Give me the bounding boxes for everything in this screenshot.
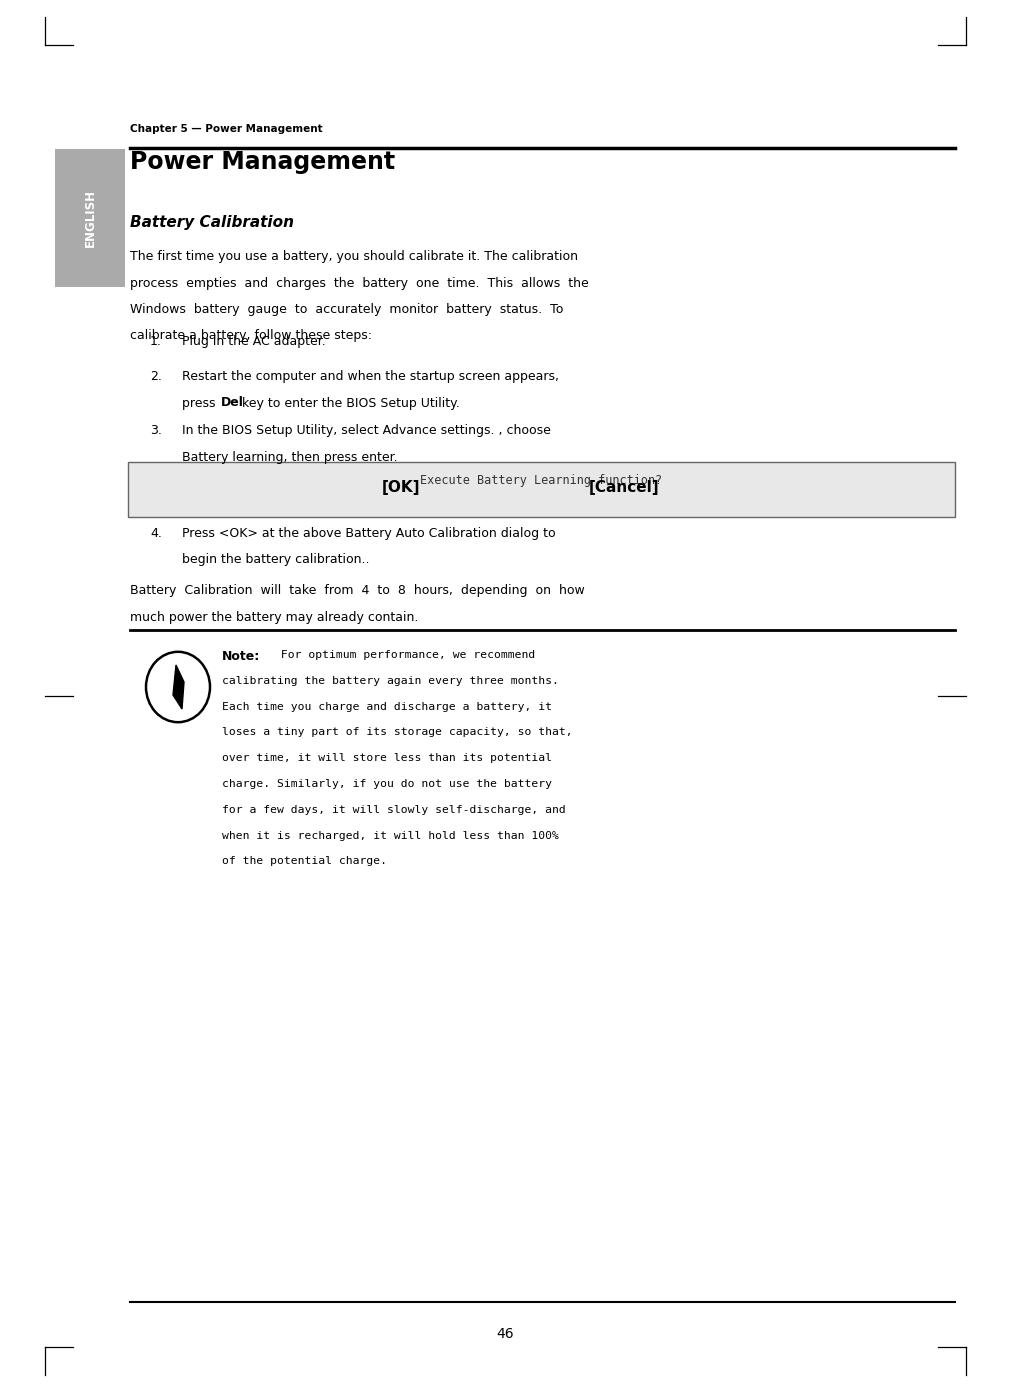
- Text: Battery learning, then press enter.: Battery learning, then press enter.: [182, 451, 397, 464]
- Text: begin the battery calibration..: begin the battery calibration..: [182, 554, 369, 567]
- Text: loses a tiny part of its storage capacity, so that,: loses a tiny part of its storage capacit…: [222, 728, 572, 738]
- Text: In the BIOS Setup Utility, select Advance settings. , choose: In the BIOS Setup Utility, select Advanc…: [182, 425, 551, 437]
- Text: Windows  battery  gauge  to  accurately  monitor  battery  status.  To: Windows battery gauge to accurately moni…: [130, 303, 563, 316]
- Text: 46: 46: [496, 1327, 515, 1340]
- Text: for a few days, it will slowly self-discharge, and: for a few days, it will slowly self-disc…: [222, 805, 566, 814]
- Text: [Cancel]: [Cancel]: [588, 480, 659, 496]
- Text: 4.: 4.: [150, 528, 162, 540]
- Text: key to enter the BIOS Setup Utility.: key to enter the BIOS Setup Utility.: [238, 397, 459, 409]
- Text: process  empties  and  charges  the  battery  one  time.  This  allows  the: process empties and charges the battery …: [130, 277, 588, 290]
- Text: Execute Battery Learning function?: Execute Battery Learning function?: [421, 475, 662, 487]
- Text: Battery Calibration: Battery Calibration: [130, 214, 294, 230]
- Text: Each time you charge and discharge a battery, it: Each time you charge and discharge a bat…: [222, 702, 552, 711]
- FancyBboxPatch shape: [128, 462, 955, 516]
- Text: Power Management: Power Management: [130, 150, 395, 174]
- Text: when it is recharged, it will hold less than 100%: when it is recharged, it will hold less …: [222, 831, 559, 841]
- Text: much power the battery may already contain.: much power the battery may already conta…: [130, 611, 419, 624]
- Text: 1.: 1.: [150, 335, 162, 348]
- Text: 3.: 3.: [150, 425, 162, 437]
- FancyBboxPatch shape: [55, 149, 125, 287]
- Text: over time, it will store less than its potential: over time, it will store less than its p…: [222, 753, 552, 763]
- Text: Chapter 5 — Power Management: Chapter 5 — Power Management: [130, 124, 323, 134]
- Text: 2.: 2.: [150, 370, 162, 383]
- Text: Note:: Note:: [222, 650, 260, 663]
- Text: Plug in the AC adapter.: Plug in the AC adapter.: [182, 335, 326, 348]
- Text: ENGLISH: ENGLISH: [84, 189, 96, 246]
- Text: of the potential charge.: of the potential charge.: [222, 856, 387, 866]
- Text: calibrate a battery, follow these steps:: calibrate a battery, follow these steps:: [130, 330, 372, 342]
- Text: [OK]: [OK]: [382, 480, 421, 496]
- Text: press: press: [182, 397, 219, 409]
- Text: charge. Similarly, if you do not use the battery: charge. Similarly, if you do not use the…: [222, 780, 552, 789]
- Text: Del: Del: [220, 397, 244, 409]
- Text: Battery  Calibration  will  take  from  4  to  8  hours,  depending  on  how: Battery Calibration will take from 4 to …: [130, 585, 584, 597]
- Text: The first time you use a battery, you should calibrate it. The calibration: The first time you use a battery, you sh…: [130, 251, 578, 263]
- Text: For optimum performance, we recommend: For optimum performance, we recommend: [274, 650, 535, 660]
- Text: calibrating the battery again every three months.: calibrating the battery again every thre…: [222, 675, 559, 686]
- Text: Press <OK> at the above Battery Auto Calibration dialog to: Press <OK> at the above Battery Auto Cal…: [182, 528, 556, 540]
- Polygon shape: [173, 665, 184, 709]
- Text: Restart the computer and when the startup screen appears,: Restart the computer and when the startu…: [182, 370, 559, 383]
